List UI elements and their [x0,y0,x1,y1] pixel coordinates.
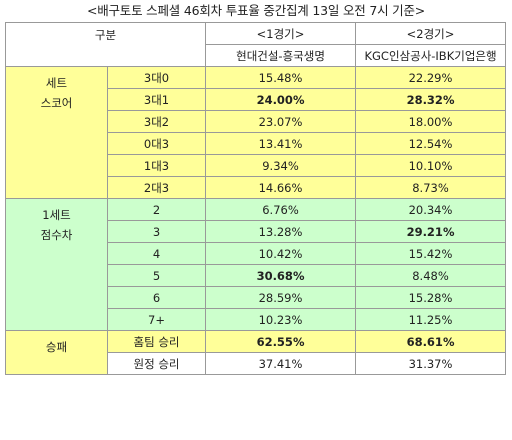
match-header-row: 현대건설-흥국생명 KGC인삼공사-IBK기업은행 [6,44,507,67]
game1-rate: 37.41% [205,352,357,375]
game1-rate: 10.23% [205,308,357,331]
game2-rate: 28.32% [355,88,507,111]
row-label: 3대1 [106,88,207,111]
row-label: 2 [106,198,207,221]
match1-header: 현대건설-흥국생명 [205,44,357,67]
table-row: 1대3 9.34% 10.10% [6,154,507,177]
game1-header: <1경기> [205,22,357,45]
game2-rate: 10.10% [355,154,507,177]
game2-header: <2경기> [355,22,507,45]
game2-rate: 8.73% [355,176,507,199]
table-row: 7+ 10.23% 11.25% [6,308,507,331]
row-label: 6 [106,286,207,309]
page-title: <배구토토 스페셜 46회차 투표율 중간집계 13일 오전 7시 기준> [86,3,426,18]
game1-rate: 30.68% [205,264,357,287]
game2-rate: 68.61% [355,330,507,353]
game2-rate: 31.37% [355,352,507,375]
table-row: 1세트 점수차 2 6.76% 20.34% [5,198,507,331]
table-row: 세트 스코어 3대0 15.48% 22.29% [5,66,507,199]
game2-rate: 29.21% [355,220,507,243]
game1-rate: 28.59% [205,286,357,309]
row-label: 4 [106,242,207,265]
group-label-line: 1세트 [42,208,71,222]
game2-rate: 18.00% [355,110,507,133]
table-row: 승패 홈팀 승리 62.55% 68.61% [5,330,507,375]
row-label: 홈팀 승리 [106,330,207,353]
game2-rate: 12.54% [355,132,507,155]
table-row: 원정 승리 37.41% 31.37% [6,352,507,375]
row-label: 1대3 [106,154,207,177]
game1-rate: 13.28% [205,220,357,243]
game2-rate: 15.42% [355,242,507,265]
row-label: 5 [106,264,207,287]
game1-rate: 6.76% [205,198,357,221]
game2-rate: 20.34% [355,198,507,221]
table-row: 5 30.68% 8.48% [6,264,507,287]
game2-rate: 15.28% [355,286,507,309]
game1-rate: 9.34% [205,154,357,177]
game1-rate: 10.42% [205,242,357,265]
row-label: 0대3 [106,132,207,155]
group-label-line: 승패 [45,340,68,354]
row-label: 3 [106,220,207,243]
game1-rate: 15.48% [205,66,357,89]
match2-header: KGC인삼공사-IBK기업은행 [355,44,507,67]
game1-rate: 14.66% [205,176,357,199]
category-header: 구분 [4,22,207,67]
game1-rate: 24.00% [205,88,357,111]
row-label: 3대2 [106,110,207,133]
table-header-row: 구분 <1경기> <2경기> [4,22,507,67]
game2-rate: 22.29% [355,66,507,89]
game1-rate: 23.07% [205,110,357,133]
table-row: 2대3 14.66% 8.73% [6,176,507,199]
table-row: 3대1 24.00% 28.32% [6,88,507,111]
group-label: 승패 [5,330,108,375]
vote-rate-table: 구분 <1경기> <2경기> 현대건설-흥국생명 KGC인삼공사-IBK기업은행… [4,22,507,375]
row-label: 3대0 [106,66,207,89]
table-row: 3 13.28% 29.21% [6,220,507,243]
table-row: 4 10.42% 15.42% [6,242,507,265]
game2-rate: 8.48% [355,264,507,287]
table-row: 6 28.59% 15.28% [6,286,507,309]
table-body: 구분 <1경기> <2경기> 현대건설-흥국생명 KGC인삼공사-IBK기업은행… [4,22,507,375]
table-row: 0대3 13.41% 12.54% [6,132,507,155]
row-label: 7+ [106,308,207,331]
group-label-line: 세트 [45,76,68,90]
group-label-line: 점수차 [40,228,73,242]
row-label: 원정 승리 [106,352,207,375]
group-label-line: 스코어 [40,96,73,110]
row-label: 2대3 [106,176,207,199]
game1-rate: 13.41% [205,132,357,155]
game1-rate: 62.55% [205,330,357,353]
game2-rate: 11.25% [355,308,507,331]
